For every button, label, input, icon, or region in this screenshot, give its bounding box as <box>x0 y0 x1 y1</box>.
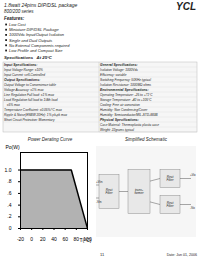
svg-text:Short Circuit Protection: Mome: Short Circuit Protection: Momentary <box>4 118 55 122</box>
svg-text:Low Cost: Low Cost <box>9 22 26 27</box>
svg-text:1.8watt 24pins DIP/DSL package: 1.8watt 24pins DIP/DSL package <box>4 2 78 8</box>
svg-text:RectFilter: RectFilter <box>105 188 113 196</box>
svg-text:0: 0 <box>30 236 33 242</box>
svg-text:Humidity: Semiconductor/MIL-ST: Humidity: Semiconductor/MIL-STD-883B <box>100 113 158 117</box>
svg-text:Case Material: Thermoplastic p: Case Material: Thermoplastic plastic cas… <box>100 123 159 127</box>
svg-text:Physical Specifications:: Physical Specifications: <box>100 118 139 122</box>
svg-text:.6: .6 <box>7 190 11 196</box>
svg-text:11: 11 <box>100 252 105 257</box>
svg-text:Line Regulation Full load: ±1%: Line Regulation Full load: ±1% max <box>4 93 55 97</box>
svg-text:-Vin: -Vin <box>96 200 102 204</box>
svg-text:-20: -20 <box>17 236 24 242</box>
svg-text:Humidity: Non Condensing/Cover: Humidity: Non Condensing/Cover <box>100 108 148 112</box>
svg-text:Output Specifications:: Output Specifications: <box>4 78 40 82</box>
svg-text:Single and Dual Outputs: Single and Dual Outputs <box>9 37 53 43</box>
svg-text:1.0: 1.0 <box>5 167 12 173</box>
svg-text:Isolation Resistance: 1000MΩ o: Isolation Resistance: 1000MΩ ohms <box>100 83 152 87</box>
svg-text:General Specifications:: General Specifications: <box>100 63 138 67</box>
svg-text:Output Voltage to Convenience: Output Voltage to Convenience table <box>4 83 56 87</box>
svg-text:0: 0 <box>9 225 12 231</box>
svg-text:Miniature DIP/DSL Package: Miniature DIP/DSL Package <box>9 27 59 33</box>
svg-text:RectFilter: RectFilter <box>166 201 174 209</box>
svg-text:Ripple & Noise(ENBW 20Hz): 1%: Ripple & Noise(ENBW 20Hz): 1% pk-pk max <box>4 113 67 117</box>
svg-text:Simplified Schematic: Simplified Schematic <box>125 137 168 142</box>
svg-text:.2: .2 <box>7 213 11 219</box>
svg-text:Date: Jun 01, 2006: Date: Jun 01, 2006 <box>167 253 197 257</box>
svg-text:20: 20 <box>40 236 46 242</box>
svg-text:40: 40 <box>51 236 57 242</box>
svg-text:Efficiency: variable: Efficiency: variable <box>100 73 127 77</box>
svg-text:trans-former: trans-former <box>134 188 144 196</box>
svg-text:Input Specifications:: Input Specifications: <box>4 63 37 67</box>
svg-text:.8: .8 <box>7 178 11 184</box>
svg-text:-Vo: -Vo <box>190 206 195 210</box>
svg-text:Cooling: Free air convection: Cooling: Free air convection <box>100 103 140 107</box>
svg-text:Storage Temperature: -40 to +1: Storage Temperature: -40 to +105°C <box>100 98 152 102</box>
svg-text:Temperature Coefficient: ±0.05: Temperature Coefficient: ±0.05%/°C max <box>4 108 62 112</box>
svg-text:Input Voltage Range: ±10%: Input Voltage Range: ±10% <box>4 68 43 72</box>
svg-text:Power Derating Curve: Power Derating Curve <box>28 137 73 142</box>
svg-text:Isolation Voltage: 1000Vdc: Isolation Voltage: 1000Vdc <box>100 68 138 72</box>
svg-text:Features:: Features: <box>4 16 25 21</box>
svg-text:800/200 series: 800/200 series <box>4 9 34 14</box>
svg-text:YCL: YCL <box>176 1 196 12</box>
svg-text:+Vin: +Vin <box>96 180 103 184</box>
svg-text:Switching Frequency: 50KHz typ: Switching Frequency: 50KHz typical <box>100 78 151 82</box>
svg-text:1000Vdc Input/Output Isolation: 1000Vdc Input/Output Isolation <box>9 32 64 38</box>
svg-text:Low Profile and Compact Size: Low Profile and Compact Size <box>9 48 63 53</box>
svg-text:80: 80 <box>74 236 80 242</box>
svg-text:Environmental Specifications:: Environmental Specifications: <box>100 88 149 92</box>
svg-text:+Vo: +Vo <box>190 173 196 177</box>
svg-text:No External Components require: No External Components required <box>9 42 70 48</box>
svg-text:Voltage Accuracy: ±1% max: Voltage Accuracy: ±1% max <box>4 88 44 92</box>
svg-text:Weight: 22grams typical: Weight: 22grams typical <box>100 128 134 132</box>
svg-text:RectFilter: RectFilter <box>166 175 174 183</box>
svg-text:Specifications At 25°C: Specifications At 25°C <box>4 55 53 60</box>
svg-text:60: 60 <box>62 236 68 242</box>
svg-text:.4: .4 <box>7 202 11 208</box>
svg-text:Operating Temperature: -25 to: Operating Temperature: -25 to +71°C <box>100 93 153 97</box>
svg-text:Po(W): Po(W) <box>6 144 21 150</box>
svg-text:±5% max: ±5% max <box>4 103 20 107</box>
svg-text:T(°C): T(°C) <box>80 237 92 243</box>
svg-text:Load Regulation full load to 1: Load Regulation full load to 1/4th load <box>4 98 58 102</box>
svg-text:Input Current: self-Controlled: Input Current: self-Controlled <box>4 73 45 77</box>
